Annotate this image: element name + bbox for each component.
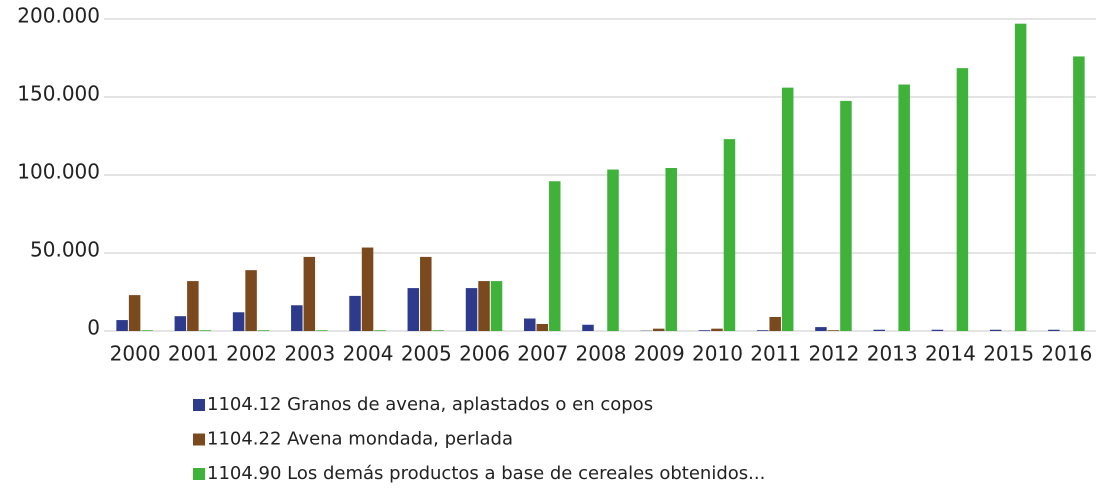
bar — [316, 330, 328, 331]
bar — [699, 330, 711, 331]
x-tick-label: 2001 — [168, 342, 219, 366]
bar — [840, 101, 852, 331]
y-tick-label: 0 — [87, 316, 100, 340]
bar — [549, 181, 561, 331]
bar — [724, 139, 736, 331]
x-tick-label: 2004 — [343, 342, 394, 366]
x-tick-label: 2002 — [226, 342, 277, 366]
y-tick-label: 100.000 — [17, 160, 100, 184]
bar — [200, 330, 212, 331]
bar — [769, 317, 781, 331]
bar — [466, 288, 478, 331]
bar — [932, 330, 944, 331]
y-tick-label: 50.000 — [30, 238, 100, 262]
bar — [1015, 24, 1026, 331]
x-tick-label: 2011 — [750, 342, 801, 366]
bar — [362, 248, 374, 331]
x-tick-label: 2005 — [401, 342, 452, 366]
x-tick-label: 2009 — [634, 342, 685, 366]
bar — [420, 257, 432, 331]
bar — [957, 68, 969, 331]
bar — [233, 312, 245, 331]
bar — [478, 281, 490, 331]
bar — [1073, 56, 1085, 331]
x-tick-label: 2016 — [1041, 342, 1092, 366]
bar — [433, 330, 445, 331]
legend-swatch — [193, 468, 205, 480]
bar — [245, 270, 257, 331]
y-tick-label: 150.000 — [17, 82, 100, 106]
bar — [129, 295, 141, 331]
bar — [116, 320, 128, 331]
bar — [828, 330, 840, 331]
bar — [374, 330, 386, 331]
x-tick-label: 2010 — [692, 342, 743, 366]
x-tick-label: 2006 — [459, 342, 510, 366]
legend-swatch — [193, 434, 205, 446]
bar — [711, 329, 723, 331]
bar — [757, 330, 769, 331]
bar — [1048, 330, 1060, 331]
bar — [187, 281, 199, 331]
bar — [175, 316, 187, 331]
bar — [408, 288, 420, 331]
x-tick-label: 2012 — [808, 342, 859, 366]
bar — [873, 330, 885, 331]
bar — [607, 170, 619, 331]
legend-label: 1104.90 Los demás productos a base de ce… — [207, 463, 765, 484]
x-tick-label: 2000 — [110, 342, 161, 366]
bar — [653, 329, 665, 331]
bar — [141, 330, 153, 331]
bar — [990, 330, 1002, 331]
bar — [782, 88, 794, 331]
bar — [537, 324, 549, 331]
bar — [291, 305, 303, 331]
bar — [491, 281, 503, 331]
bar — [524, 319, 536, 331]
x-tick-label: 2007 — [517, 342, 568, 366]
bar — [304, 257, 316, 331]
x-tick-label: 2013 — [867, 342, 918, 366]
bar — [582, 325, 594, 331]
legend-label: 1104.22 Avena mondada, perlada — [207, 429, 513, 450]
bar — [258, 330, 270, 331]
legend-swatch — [193, 399, 205, 411]
legend-label: 1104.12 Granos de avena, aplastados o en… — [207, 394, 653, 415]
x-tick-label: 2003 — [284, 342, 335, 366]
x-tick-label: 2015 — [983, 342, 1034, 366]
bar — [349, 296, 361, 331]
x-tick-label: 2014 — [925, 342, 976, 366]
y-tick-label: 200.000 — [17, 4, 100, 28]
bar — [815, 327, 827, 331]
x-tick-label: 2008 — [576, 342, 627, 366]
bar — [665, 168, 677, 331]
bar — [898, 85, 910, 331]
